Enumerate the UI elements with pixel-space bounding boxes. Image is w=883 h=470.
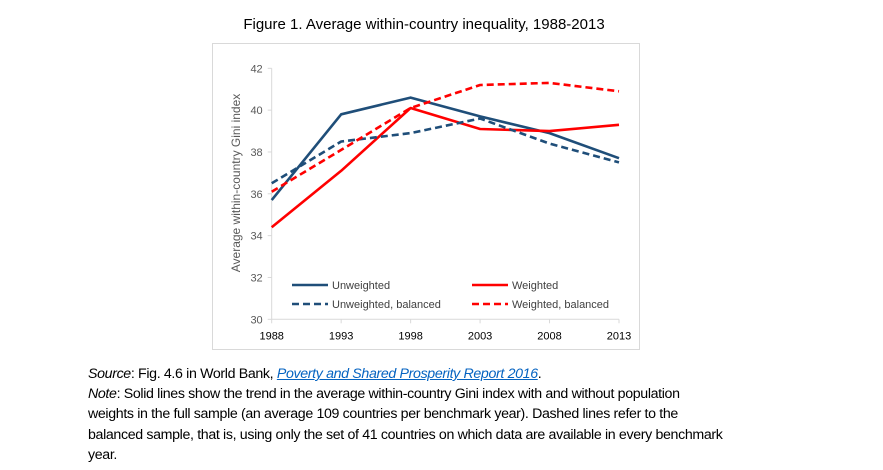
- y-axis-label: Average within-country Gini index: [229, 94, 243, 273]
- series-line-unweighted-balanced: [271, 117, 620, 185]
- note-line-4: year.: [88, 447, 118, 463]
- source-label: Source: [88, 366, 131, 382]
- legend-label: Weighted, balanced: [512, 299, 609, 311]
- y-tick-label: 34: [250, 231, 262, 243]
- note-text: : Solid lines show the trend in the aver…: [116, 386, 680, 402]
- x-tick-label: 1998: [398, 330, 422, 342]
- y-tick-label: 32: [250, 272, 262, 284]
- chart-border: [212, 43, 640, 350]
- figure-title: Figure 1. Average within-country inequal…: [243, 16, 605, 33]
- x-tick-label: 2003: [468, 330, 492, 342]
- source-end: .: [537, 366, 542, 382]
- series-line-unweighted: [270, 96, 620, 201]
- legend-label: Weighted: [512, 280, 558, 292]
- y-tick-label: 42: [250, 63, 262, 75]
- source-text: : Fig. 4.6 in World Bank,: [130, 366, 277, 382]
- y-tick-label: 40: [250, 105, 262, 117]
- y-tick-label: 36: [250, 189, 262, 201]
- note-line-3: balanced sample, that is, using only the…: [88, 427, 723, 443]
- y-tick-label: 38: [250, 147, 262, 159]
- line-chart: 30 32 34 36 38 40 42 1988 1993 1998 2003 2008 2013 U…: [212, 43, 640, 350]
- note-line-2: weights in the full sample (an average 1…: [88, 406, 678, 422]
- note-label: Note: [88, 386, 117, 402]
- x-tick-label: 2013: [607, 330, 631, 342]
- legend-label: Unweighted, balanced: [332, 299, 441, 311]
- x-tick-label: 1993: [329, 330, 353, 342]
- x-tick-label: 1988: [259, 330, 283, 342]
- x-tick-label: 2008: [537, 330, 561, 342]
- y-tick-label: 30: [250, 314, 262, 326]
- series-line-weighted-balanced: [271, 81, 620, 193]
- report-link[interactable]: Poverty and Shared Prosperity Report 201…: [276, 366, 538, 382]
- legend-label: Unweighted: [332, 280, 390, 292]
- source-line: Source: Fig. 4.6 in World Bank, Poverty …: [88, 366, 542, 382]
- note-line-1: Note: Solid lines show the trend in the …: [88, 386, 680, 402]
- series-line-weighted: [270, 106, 620, 229]
